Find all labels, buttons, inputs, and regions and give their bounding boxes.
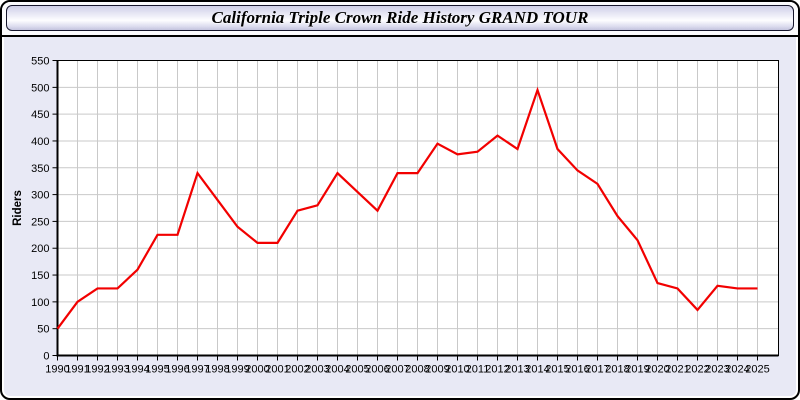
y-tick-label: 350 [31,163,49,175]
x-tick-label: 2012 [485,364,509,376]
x-tick-label: 2014 [525,364,549,376]
chart-title: California Triple Crown Ride History GRA… [211,8,589,27]
x-tick-label: 2019 [625,364,649,376]
x-tick-label: 1991 [65,364,89,376]
y-tick-label: 450 [31,109,49,121]
x-tick-label: 2008 [405,364,429,376]
x-tick-label: 1993 [105,364,129,376]
x-tick-label: 1999 [225,364,249,376]
y-tick-label: 250 [31,216,49,228]
y-tick-label: 300 [31,190,49,202]
x-tick-label: 2003 [305,364,329,376]
x-tick-label: 2011 [466,364,490,376]
titlebar-strip: California Triple Crown Ride History GRA… [2,2,798,37]
titlebar: California Triple Crown Ride History GRA… [6,5,794,31]
y-tick-label: 100 [31,297,49,309]
x-tick-label: 2007 [385,364,409,376]
x-tick-label: 2005 [345,364,369,376]
y-tick-label: 400 [31,136,49,148]
x-tick-label: 2017 [585,364,609,376]
x-tick-label: 2016 [565,364,589,376]
x-tick-label: 1998 [205,364,229,376]
y-tick-label: 0 [43,351,49,363]
x-tick-label: 1995 [145,364,169,376]
x-tick-label: 2022 [685,364,709,376]
y-tick-label: 550 [31,56,49,68]
x-tick-label: 2009 [425,364,449,376]
x-tick-label: 2024 [725,364,749,376]
riders-series-line [56,86,758,330]
x-tick-label: 2010 [445,364,469,376]
x-tick-label: 2013 [505,364,529,376]
x-tick-label: 2000 [245,364,269,376]
y-axis-title: Riders [12,190,24,226]
x-tick-label: 1996 [165,364,189,376]
x-tick-label: 2020 [645,364,669,376]
x-tick-label: 1992 [85,364,109,376]
x-tick-label: 2002 [285,364,309,376]
x-tick-label: 2021 [665,364,689,376]
x-tick-label: 1994 [125,364,149,376]
x-tick-label: 1990 [45,364,69,376]
x-tick-label: 2004 [325,364,349,376]
x-tick-label: 2018 [605,364,629,376]
y-tick-label: 200 [31,243,49,255]
y-tick-label: 500 [31,82,49,94]
x-tick-label: 2015 [545,364,569,376]
y-tick-label: 150 [31,270,49,282]
x-tick-label: 2023 [705,364,729,376]
y-tick-label: 50 [37,324,49,336]
x-tick-label: 2025 [745,364,769,376]
x-tick-label: 2001 [265,364,289,376]
x-tick-label: 2006 [365,364,389,376]
x-tick-label: 1997 [185,364,209,376]
